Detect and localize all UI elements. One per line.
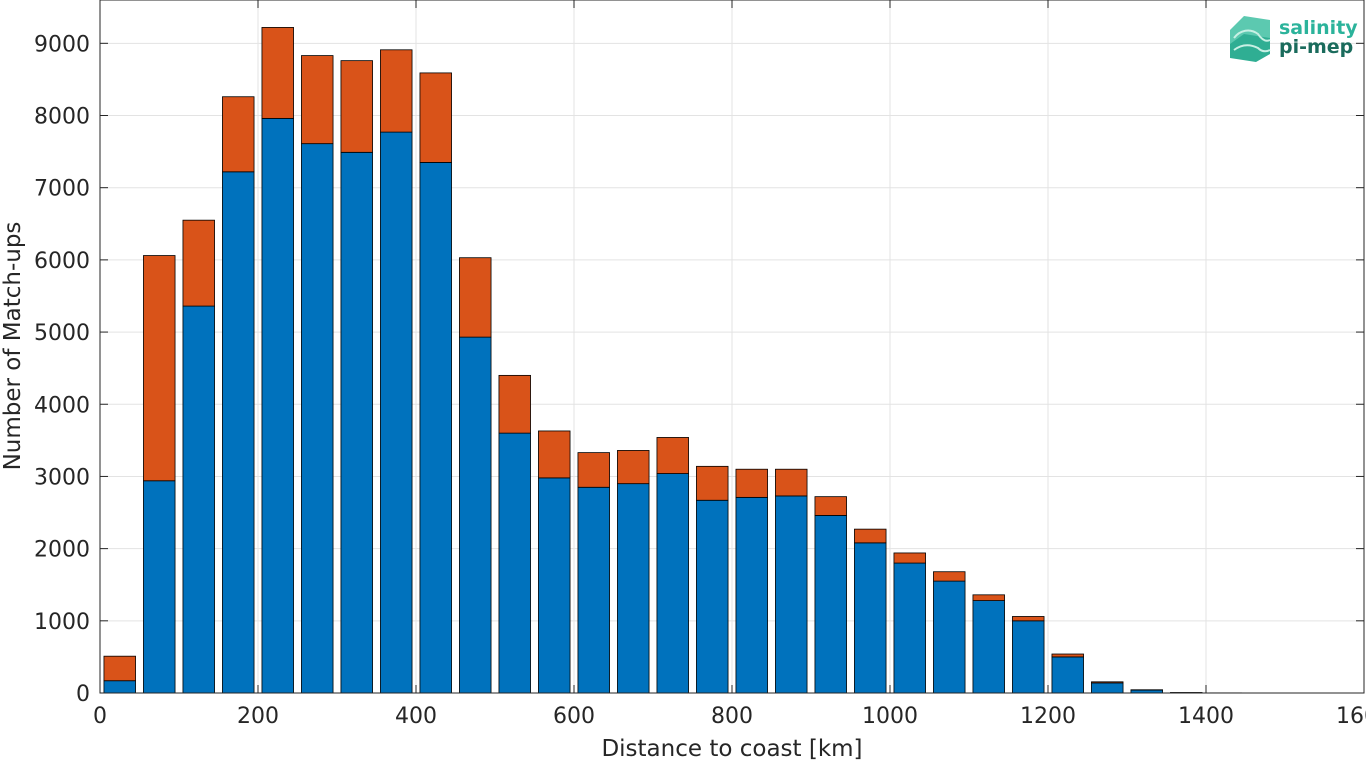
bar-segment-series-2 <box>1051 653 1084 658</box>
bar-segment-series-1 <box>577 486 610 694</box>
y-axis-title: Number of Match-ups <box>0 222 26 471</box>
bar-segment-series-1 <box>854 542 887 694</box>
x-tick-label: 200 <box>237 704 279 729</box>
bar-segment-series-1 <box>340 151 373 694</box>
bar-segment-series-2 <box>222 96 255 173</box>
axis-ticks: 0 200 400 600 800 1000 1200 1400 1600 0 1000 2000 30… <box>34 0 1366 729</box>
bar-segment-series-1 <box>893 562 926 694</box>
bar-segment-series-2 <box>419 72 452 163</box>
bar-segment-series-2 <box>538 430 571 479</box>
bar-segment-series-2 <box>617 450 650 485</box>
x-tick-label: 400 <box>395 704 437 729</box>
bar-segment-series-1 <box>656 473 689 694</box>
bar-segment-series-2 <box>854 528 887 544</box>
bar-segment-series-2 <box>656 437 689 474</box>
y-tick-label: 6000 <box>34 249 90 274</box>
y-tick-label: 7000 <box>34 177 90 202</box>
bar-segment-series-2 <box>775 468 808 497</box>
logo-wave-icon <box>1230 16 1271 62</box>
bar-segment-series-1 <box>498 432 531 694</box>
bar-segment-series-1 <box>419 162 452 694</box>
x-axis-title: Distance to coast [km] <box>601 736 862 761</box>
bar-segment-series-1 <box>538 477 571 694</box>
bar-segment-series-1 <box>775 495 808 694</box>
salinity-pi-mep-logo: salinity pi-mep <box>1230 16 1358 62</box>
bar-segment-series-1 <box>103 680 136 694</box>
bar-segment-series-1 <box>1051 656 1084 694</box>
bar-segment-series-2 <box>103 655 136 682</box>
x-tick-label: 1600 <box>1336 704 1366 729</box>
y-tick-label: 9000 <box>34 32 90 57</box>
bar-segment-series-2 <box>301 55 334 145</box>
bar-segment-series-2 <box>814 496 847 516</box>
y-tick-label: 8000 <box>34 105 90 130</box>
bar-segment-series-2 <box>459 257 492 338</box>
x-tick-label: 800 <box>711 704 753 729</box>
bar-segment-series-1 <box>696 499 729 694</box>
bar-segment-series-2 <box>498 374 531 434</box>
bar-segment-series-2 <box>893 552 926 564</box>
logo-text-pi-mep: pi-mep <box>1279 36 1353 58</box>
y-tick-label: 0 <box>76 682 90 707</box>
bar-segment-series-2 <box>143 255 176 482</box>
bar-segment-series-2 <box>1012 616 1045 622</box>
y-tick-label: 4000 <box>34 393 90 418</box>
x-tick-label: 0 <box>93 704 107 729</box>
bar-segment-series-1 <box>459 336 492 694</box>
bar-segment-series-2 <box>182 219 215 307</box>
bar-segment-series-2 <box>972 594 1005 602</box>
bar-segment-series-2 <box>577 452 610 488</box>
bar-segment-series-1 <box>933 580 966 694</box>
bar-segment-series-1 <box>301 143 334 694</box>
bar-segment-series-1 <box>143 480 176 694</box>
bar-segment-series-1 <box>222 171 255 694</box>
y-tick-label: 5000 <box>34 321 90 346</box>
bar-segment-series-1 <box>814 515 847 694</box>
bar-segment-series-2 <box>735 468 768 498</box>
x-tick-label: 1000 <box>862 704 918 729</box>
bar-segment-series-2 <box>261 27 294 119</box>
y-tick-label: 1000 <box>34 610 90 635</box>
logo-text-salinity: salinity <box>1279 17 1358 39</box>
bar-segment-series-2 <box>380 49 413 133</box>
x-tick-label: 600 <box>553 704 595 729</box>
bar-segment-series-2 <box>1091 681 1124 684</box>
bar-segment-series-2 <box>933 571 966 582</box>
bar-segment-series-1 <box>735 496 768 694</box>
x-tick-label: 1400 <box>1178 704 1234 729</box>
bar-segment-series-2 <box>340 60 373 153</box>
bar-segment-series-1 <box>182 305 215 694</box>
bar-segment-series-1 <box>1091 682 1124 694</box>
bar-segment-series-1 <box>380 131 413 694</box>
x-tick-label: 1200 <box>1020 704 1076 729</box>
bar-segment-series-2 <box>696 465 729 501</box>
bar-segment-series-1 <box>972 600 1005 694</box>
bar-segment-series-1 <box>261 117 294 694</box>
bar-segment-series-1 <box>1012 620 1045 694</box>
bar-segment-series-1 <box>617 483 650 694</box>
y-tick-label: 3000 <box>34 465 90 490</box>
y-tick-label: 2000 <box>34 538 90 563</box>
